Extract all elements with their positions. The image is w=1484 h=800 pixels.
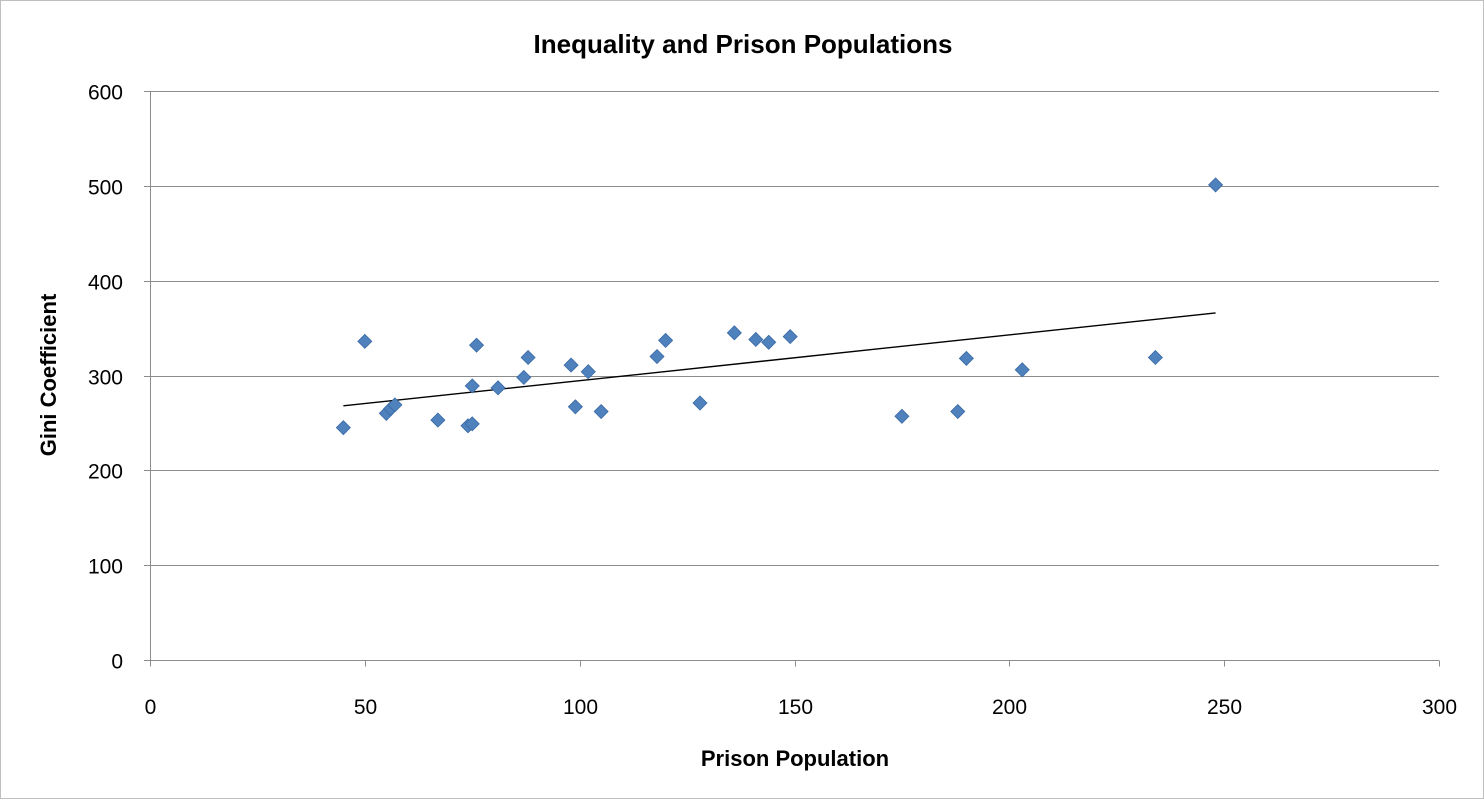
- data-point: [490, 380, 506, 396]
- data-point: [1208, 177, 1224, 193]
- data-point: [782, 329, 798, 345]
- data-point: [894, 408, 910, 424]
- data-point: [726, 325, 742, 341]
- y-tick-label: 500: [88, 177, 123, 200]
- x-tick-label: 150: [778, 696, 813, 719]
- tick-labels: 0 100 200 300 400 500 600 0 50 100 150 200 250 300: [88, 82, 1457, 720]
- data-point: [430, 412, 446, 428]
- data-point: [464, 416, 480, 432]
- x-tick-label: 0: [145, 696, 157, 719]
- data-point: [357, 333, 373, 349]
- y-axis-title: Gini Coefficient: [36, 293, 61, 456]
- x-tick-label: 250: [1207, 696, 1242, 719]
- data-points: [335, 177, 1224, 436]
- data-point: [950, 403, 966, 420]
- y-tick-label: 0: [111, 651, 123, 674]
- x-tick-label: 200: [992, 696, 1027, 719]
- data-point: [520, 349, 536, 366]
- data-point: [649, 348, 665, 365]
- data-point: [958, 350, 974, 366]
- x-tick-label: 100: [563, 696, 598, 719]
- trendline: [343, 312, 1216, 407]
- data-point: [335, 420, 351, 436]
- data-point: [580, 364, 596, 380]
- data-point: [748, 331, 764, 348]
- chart-title: Inequality and Prison Populations: [534, 29, 953, 59]
- data-point: [658, 332, 674, 348]
- data-point: [761, 334, 777, 350]
- data-point: [516, 369, 532, 385]
- trendline-layer: [343, 312, 1216, 407]
- x-axis-title: Prison Population: [701, 746, 889, 771]
- y-tick-label: 600: [88, 82, 123, 105]
- x-tick-label: 300: [1422, 696, 1457, 719]
- data-point: [593, 403, 609, 420]
- data-point: [1014, 362, 1030, 378]
- y-tick-label: 400: [88, 272, 123, 295]
- data-point: [468, 337, 485, 353]
- data-point: [1147, 349, 1163, 366]
- x-tick-label: 50: [354, 696, 377, 719]
- data-point: [387, 397, 403, 413]
- axes: [144, 91, 1440, 667]
- y-tick-label: 100: [88, 556, 123, 579]
- gridlines: [144, 91, 1439, 566]
- data-point: [563, 357, 579, 373]
- data-point: [692, 395, 708, 411]
- y-tick-label: 200: [88, 461, 123, 484]
- y-tick-label: 300: [88, 367, 123, 390]
- data-point: [567, 399, 583, 415]
- data-point: [464, 378, 480, 394]
